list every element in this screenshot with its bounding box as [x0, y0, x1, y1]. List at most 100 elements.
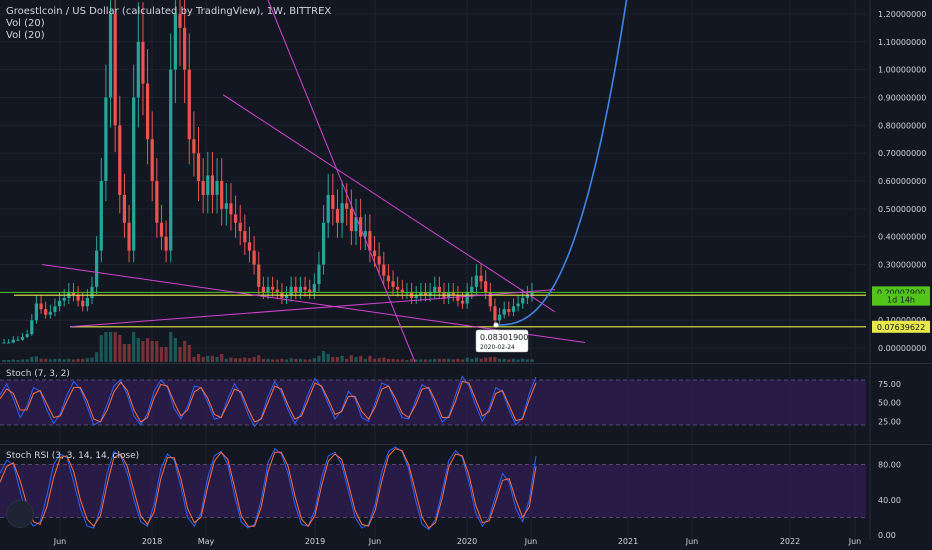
candle-body: [326, 194, 330, 223]
candle-body: [76, 295, 80, 301]
volume-bar: [25, 359, 29, 362]
volume-bar: [95, 352, 99, 362]
candle-body: [118, 125, 122, 195]
volume-bar: [525, 359, 529, 362]
volume-bar: [150, 341, 154, 362]
symbol-title: Groestlcoin / US Dollar (calculated by T…: [6, 6, 332, 17]
y-tick-label: 0.00000000: [878, 344, 926, 353]
price-label: 1d 14h: [887, 296, 915, 305]
volume-bar: [326, 354, 330, 362]
x-tick-label: 2019: [305, 537, 325, 546]
volume-bar: [382, 357, 386, 362]
volume-indicator-label-2: Vol (20): [6, 30, 45, 41]
x-tick-label: 2018: [142, 537, 162, 546]
price-label-bg: [872, 293, 930, 306]
volume-bar: [132, 332, 136, 362]
candle-body: [382, 264, 386, 276]
volume-bar: [312, 358, 316, 362]
x-tick-label: Jun: [368, 537, 382, 546]
candle-body: [363, 231, 367, 237]
trendline-upper: [222, 94, 556, 313]
candle-body: [266, 286, 270, 293]
trendline-steep: [267, 0, 416, 363]
y-tick-label: 0.90000000: [878, 93, 926, 102]
volume-bar: [85, 358, 89, 362]
candle-body: [220, 181, 224, 209]
volume-bar: [159, 347, 164, 362]
volume-bar: [104, 332, 108, 362]
stoch-rsi-tick-label: 80.00: [878, 461, 901, 470]
volume-bar: [224, 358, 228, 362]
volume-bar: [67, 358, 71, 362]
candle-body: [423, 292, 428, 296]
volume-bar: [317, 355, 321, 362]
candle-body: [95, 250, 99, 287]
volume-bar: [247, 358, 252, 362]
candle-body: [521, 297, 525, 304]
candle-body: [479, 275, 483, 282]
candle-body: [414, 295, 418, 298]
stoch-title: Stoch (7, 3, 2): [6, 369, 70, 379]
candle-body: [192, 139, 196, 154]
y-tick-label: 0.10000000: [878, 316, 926, 325]
candle-body: [460, 300, 465, 304]
candle-body: [238, 222, 242, 232]
x-tick-label: May: [198, 537, 215, 546]
volume-bar: [99, 335, 103, 362]
y-tick-label: 0.70000000: [878, 149, 926, 158]
volume-bar: [321, 351, 326, 362]
candle-body: [456, 295, 460, 301]
volume-bar: [294, 358, 298, 362]
volume-bar: [192, 357, 196, 362]
volume-bar: [16, 360, 20, 362]
volume-bar: [493, 357, 497, 362]
volume-bar: [243, 357, 247, 362]
volume-bar: [44, 358, 48, 362]
volume-bar: [488, 357, 492, 362]
annotation-value: 0.08301900: [480, 333, 528, 342]
y-tick-label: 1.00000000: [878, 66, 926, 75]
volume-bar: [30, 357, 34, 362]
candle-body: [183, 27, 187, 70]
volume-bar: [298, 358, 303, 362]
candle-body: [516, 303, 520, 307]
volume-bar: [437, 358, 441, 362]
volume-bar: [164, 347, 168, 362]
candle-body: [48, 311, 52, 315]
candle-body: [507, 309, 511, 312]
volume-bar: [368, 355, 372, 362]
candle-body: [2, 342, 6, 344]
volume-bar: [76, 358, 80, 362]
candle-body: [127, 222, 131, 251]
volume-bar: [62, 359, 66, 362]
candle-body: [391, 281, 395, 287]
candle-body: [465, 292, 469, 304]
candle-body: [247, 242, 252, 251]
candle-body: [173, 13, 177, 70]
candle-body: [405, 292, 409, 294]
candle-body: [210, 175, 215, 195]
candle-body: [30, 320, 34, 335]
stoch-rsi-band: [0, 464, 866, 518]
candle-body: [20, 336, 25, 340]
candle-body: [252, 250, 256, 265]
stoch-rsi-tick-label: 40.00: [878, 496, 901, 505]
candle-body: [122, 194, 127, 223]
candle-body: [81, 300, 85, 307]
price-label: 0.20007900: [877, 288, 925, 297]
volume-bar: [396, 359, 400, 362]
candle-body: [308, 289, 312, 293]
volume-bar: [474, 357, 479, 362]
x-tick-label: Jun: [685, 537, 699, 546]
volume-bar: [127, 344, 131, 362]
volume-bar: [456, 358, 460, 362]
volume-bar: [48, 359, 52, 362]
volume-bar: [502, 358, 506, 362]
stoch-rsi-series-line: [0, 448, 537, 529]
volume-bar: [516, 359, 520, 362]
stoch-tick-label: 50.00: [878, 399, 901, 408]
volume-bar: [428, 359, 432, 362]
volume-bar: [419, 359, 423, 362]
